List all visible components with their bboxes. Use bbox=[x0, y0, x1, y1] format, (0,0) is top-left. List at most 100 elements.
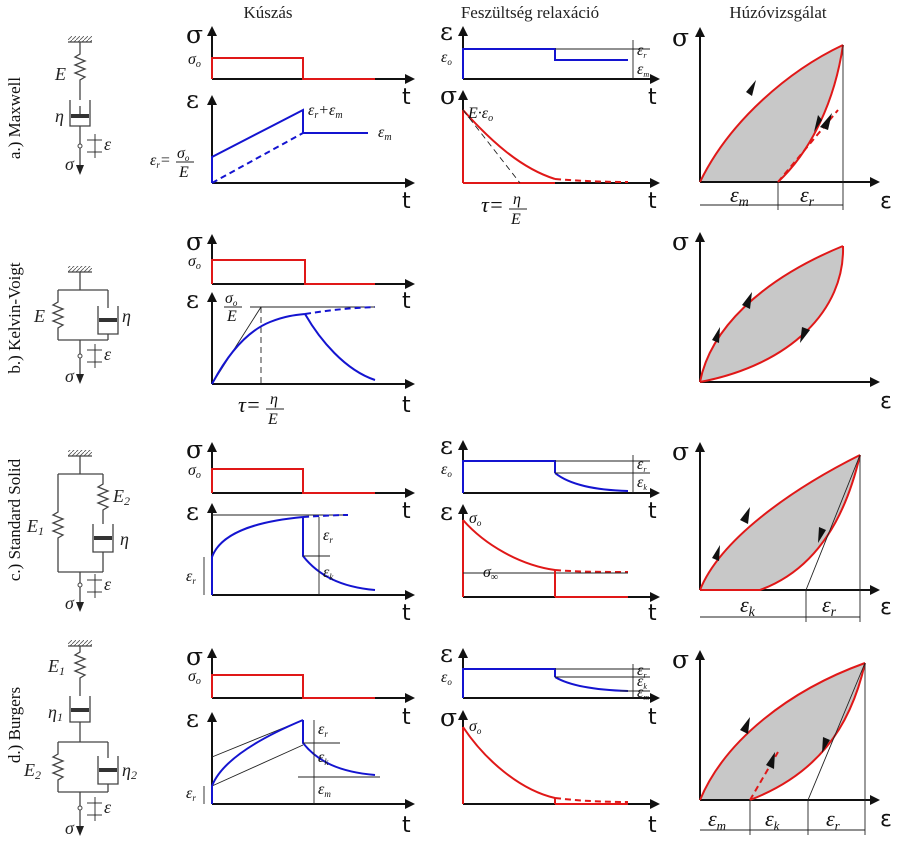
kelvin-tensile-plot: σ ε bbox=[672, 227, 892, 414]
eps-arrow bbox=[458, 440, 468, 450]
load-arrow bbox=[76, 826, 84, 836]
eps-m-dim: εm bbox=[730, 182, 749, 210]
sigma-label: σ bbox=[672, 645, 689, 674]
strain-recovery-curve bbox=[304, 313, 376, 381]
spring-E2 bbox=[96, 474, 110, 524]
direction-arrow bbox=[712, 545, 720, 561]
spring-E1 bbox=[51, 474, 65, 572]
eps-arrow bbox=[207, 292, 217, 302]
sigma-label: σ bbox=[186, 642, 203, 671]
sigma-arrow bbox=[695, 232, 705, 242]
t-arrow bbox=[405, 178, 415, 188]
elastic-line bbox=[807, 662, 866, 801]
eps-label: ε bbox=[440, 431, 453, 460]
sigma-arrow bbox=[207, 648, 217, 658]
eps-arrow bbox=[207, 503, 217, 513]
eps-r-dim: εr bbox=[800, 182, 815, 210]
t-arrow bbox=[650, 74, 660, 84]
t-arrow bbox=[405, 693, 415, 703]
label-eps: ε bbox=[104, 344, 112, 364]
eps-arrow bbox=[870, 177, 880, 187]
sigma-arrow bbox=[207, 442, 217, 452]
eps-m-label: εm bbox=[318, 781, 331, 799]
hysteresis-area bbox=[700, 663, 865, 800]
dashpot-eta2-piston bbox=[99, 768, 117, 772]
sigma-arrow bbox=[458, 710, 468, 720]
sigma-label: σ bbox=[672, 227, 689, 256]
label-sigma: σ bbox=[65, 154, 75, 174]
stress-step-curve bbox=[211, 674, 375, 699]
strain-step-curve bbox=[462, 460, 556, 493]
eps-label: ε bbox=[880, 807, 892, 832]
eps-r-equation: εr= bbox=[150, 152, 171, 170]
frac-den: E bbox=[226, 308, 237, 325]
stress-continuation-dashed bbox=[554, 178, 629, 183]
eps-arrow bbox=[458, 26, 468, 36]
label-eta: η bbox=[55, 106, 64, 126]
strain-rise-curve bbox=[211, 313, 306, 385]
column-title-tensile: Húzóvizsgálat bbox=[729, 3, 827, 22]
label-E2: E2 bbox=[23, 760, 41, 782]
label-sigma: σ bbox=[65, 593, 75, 613]
sigma-arrow bbox=[207, 26, 217, 36]
label-eps: ε bbox=[104, 134, 112, 154]
node bbox=[77, 582, 83, 588]
eps-k-label: εk bbox=[323, 564, 334, 582]
spring-E2 bbox=[51, 742, 65, 792]
burgers-model-schematic: E1 η1 E2 η2 ε σ bbox=[23, 640, 137, 838]
label-eps: ε bbox=[104, 574, 112, 594]
spring bbox=[51, 290, 65, 340]
eps-m-label: εm bbox=[378, 124, 392, 143]
t-arrow bbox=[405, 590, 415, 600]
sigma-arrow bbox=[458, 504, 468, 514]
stress-relaxation-curve bbox=[462, 109, 556, 180]
hysteresis-area bbox=[700, 455, 860, 590]
t-label: t bbox=[402, 289, 411, 314]
row-label-maxwell: a.) Maxwell bbox=[5, 77, 24, 159]
sigma-label: σ bbox=[440, 703, 457, 732]
label-E: E bbox=[54, 64, 66, 84]
t-label: t bbox=[648, 499, 657, 524]
eps-label: ε bbox=[186, 285, 199, 314]
maxwell-model-schematic: E η ε σ bbox=[54, 36, 112, 175]
sigma-o-label: σo bbox=[469, 510, 482, 528]
strain-step-curve bbox=[462, 48, 628, 79]
burgers-tensile-plot: σ ε εm εk εr bbox=[672, 645, 892, 835]
E-eps-o-label: E·εo bbox=[467, 105, 493, 124]
stress-step-curve bbox=[211, 259, 375, 285]
hysteresis-area bbox=[700, 246, 844, 382]
loading-curve bbox=[699, 44, 844, 183]
tau-frac-den: E bbox=[510, 211, 521, 228]
ground-hatch bbox=[68, 36, 92, 42]
stress-relaxation-curve bbox=[462, 519, 556, 571]
sigma-label: σ bbox=[672, 23, 689, 52]
eps-label: ε bbox=[880, 389, 892, 414]
frac-num: σo bbox=[177, 145, 190, 163]
direction-arrow bbox=[742, 292, 752, 309]
eps-r-label: εr bbox=[637, 662, 647, 680]
strain-recovery-curve bbox=[554, 472, 629, 492]
t-label: t bbox=[402, 499, 411, 524]
dashpot-piston bbox=[71, 114, 89, 118]
sigma-inf-label: σ∞ bbox=[483, 564, 498, 583]
eps-k-label: εk bbox=[637, 474, 647, 492]
tangent-lower bbox=[211, 744, 304, 787]
loading-curve bbox=[699, 245, 844, 383]
eps-arrow bbox=[870, 377, 880, 387]
direction-arrow bbox=[800, 327, 810, 343]
eps-m-label: εm bbox=[637, 61, 649, 79]
sigma-arrow bbox=[695, 442, 705, 452]
eps-o-label: εo bbox=[441, 461, 452, 479]
t-label: t bbox=[402, 393, 411, 418]
eps-label: ε bbox=[440, 497, 453, 526]
tau-frac-num: η bbox=[513, 191, 521, 208]
direction-arrow bbox=[712, 327, 720, 343]
stress-continuation-dashed bbox=[554, 797, 629, 803]
direction-arrow bbox=[740, 717, 750, 734]
direction-arrow bbox=[822, 737, 830, 753]
label-E1: E1 bbox=[26, 516, 44, 538]
loading-curve bbox=[699, 662, 866, 801]
sigma-label: σ bbox=[186, 20, 203, 49]
sigma-label: σ bbox=[186, 435, 203, 464]
